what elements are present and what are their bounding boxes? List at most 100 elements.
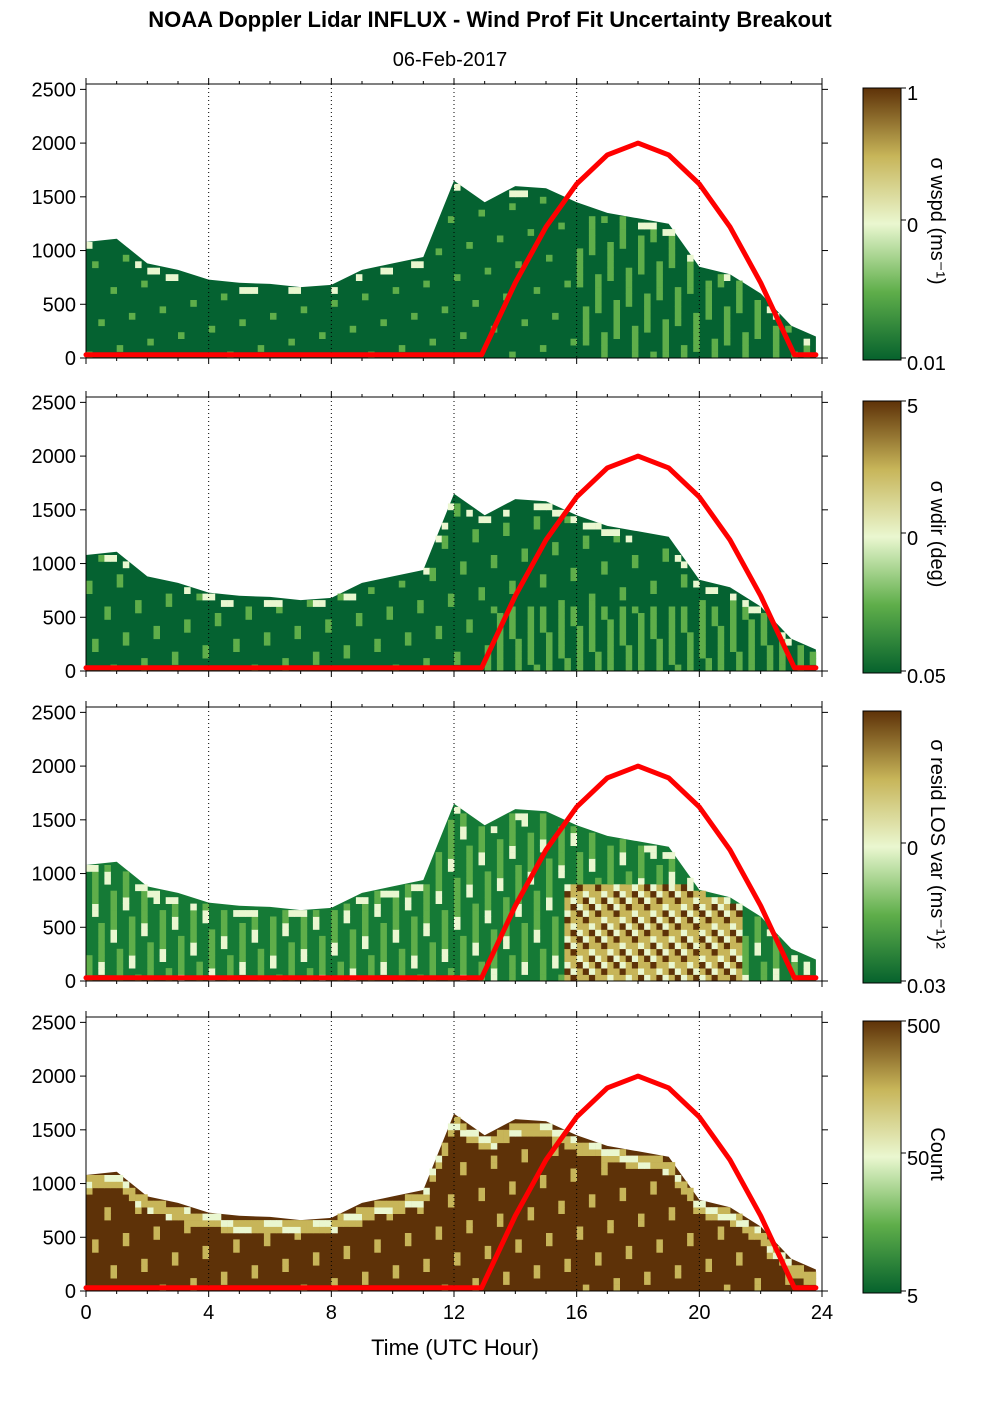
data-cell xyxy=(202,1213,209,1221)
data-cell xyxy=(613,968,620,975)
data-cell xyxy=(435,1162,443,1169)
data-cell xyxy=(503,1129,510,1137)
data-cell xyxy=(411,929,418,937)
data-cell xyxy=(644,929,651,937)
data-cell xyxy=(190,916,197,924)
data-cell xyxy=(509,845,516,853)
data-cell xyxy=(190,1220,197,1227)
data-cell xyxy=(558,865,565,872)
data-cell xyxy=(576,961,584,969)
data-cell xyxy=(159,910,167,917)
data-cell xyxy=(705,1258,712,1266)
data-cell xyxy=(496,651,504,659)
data-cell xyxy=(343,1213,351,1221)
data-cell xyxy=(233,1226,240,1234)
data-cell xyxy=(717,897,725,904)
data-cell xyxy=(404,632,412,640)
data-cell xyxy=(760,1233,768,1240)
data-cell xyxy=(662,229,669,236)
data-cell xyxy=(705,935,712,943)
data-cell xyxy=(693,312,700,320)
data-cell xyxy=(257,1220,265,1227)
data-cell xyxy=(582,332,590,339)
data-cell xyxy=(699,645,706,652)
data-cell xyxy=(380,935,387,943)
data-cell xyxy=(533,1271,541,1279)
data-cell xyxy=(417,606,424,614)
data-cell xyxy=(638,968,645,975)
colorbar-label: σ resid LOS var (ms⁻¹)² xyxy=(926,739,948,949)
data-cell xyxy=(184,625,191,633)
data-cell xyxy=(368,1207,375,1214)
data-cell xyxy=(668,974,676,982)
data-cell xyxy=(496,613,504,620)
data-cell xyxy=(772,351,780,359)
data-cell xyxy=(509,961,516,969)
data-cell xyxy=(178,935,185,943)
data-cell xyxy=(711,606,719,614)
data-cell xyxy=(435,632,443,640)
data-cell xyxy=(687,968,694,975)
data-cell xyxy=(368,968,375,975)
data-cell xyxy=(539,580,547,588)
data-cell xyxy=(723,968,731,975)
data-cell xyxy=(748,658,755,665)
data-cell xyxy=(546,1123,553,1131)
data-cell xyxy=(86,968,93,975)
data-cell xyxy=(644,312,651,320)
data-cell xyxy=(374,638,381,646)
data-cell xyxy=(515,651,522,659)
data-cell xyxy=(435,890,443,898)
data-cell xyxy=(674,955,682,962)
data-cell xyxy=(558,651,565,659)
data-cell xyxy=(447,1200,455,1208)
data-cell xyxy=(343,593,351,601)
data-cell xyxy=(576,929,584,937)
data-cell xyxy=(190,1213,197,1221)
colorbar xyxy=(862,87,902,361)
data-cell xyxy=(699,606,706,614)
data-cell xyxy=(227,955,234,962)
data-cell xyxy=(588,897,596,904)
data-cell xyxy=(539,961,547,969)
data-cell xyxy=(656,935,663,943)
data-cell xyxy=(693,338,700,346)
data-cell xyxy=(251,1226,259,1234)
data-cell xyxy=(711,1213,719,1221)
data-cell xyxy=(454,651,461,659)
data-cell xyxy=(190,1278,197,1285)
data-cell xyxy=(270,929,277,937)
data-cell xyxy=(331,916,338,924)
data-cell xyxy=(613,1149,620,1156)
data-cell xyxy=(319,1226,326,1234)
data-cell xyxy=(527,619,535,627)
data-cell xyxy=(239,923,246,930)
data-cell xyxy=(717,658,725,665)
data-cell xyxy=(631,561,639,569)
data-cell xyxy=(263,632,271,640)
data-cell xyxy=(171,923,179,930)
data-cell xyxy=(411,312,418,320)
data-cell xyxy=(135,606,142,614)
data-cell xyxy=(509,1181,516,1189)
data-cell xyxy=(362,897,369,904)
data-cell xyxy=(515,813,522,821)
data-cell xyxy=(190,929,197,937)
data-cell xyxy=(668,852,676,859)
data-cell xyxy=(521,948,528,956)
data-cell xyxy=(607,858,614,866)
data-cell xyxy=(454,806,461,814)
data-cell xyxy=(86,1187,93,1195)
data-cell xyxy=(423,567,430,575)
x-tick-label: 12 xyxy=(443,1302,465,1324)
data-cell xyxy=(730,613,737,620)
data-cell xyxy=(687,1233,694,1240)
data-cell xyxy=(619,625,627,633)
data-cell xyxy=(251,923,259,930)
data-cell xyxy=(558,619,565,627)
data-cell xyxy=(220,935,228,943)
data-cell xyxy=(638,884,645,892)
x-tick-label: 24 xyxy=(811,1302,833,1324)
data-cell xyxy=(447,968,455,975)
data-cell xyxy=(766,1252,774,1260)
